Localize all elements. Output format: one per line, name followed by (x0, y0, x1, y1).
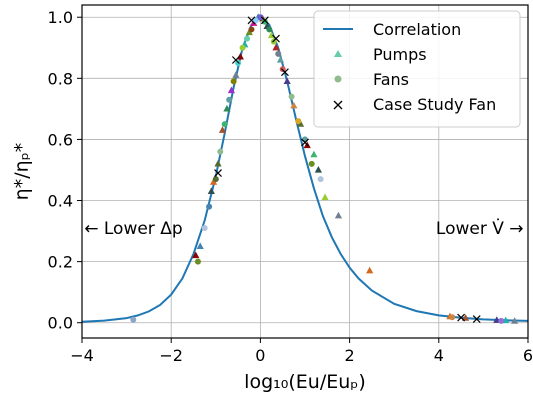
pump-point (314, 165, 322, 173)
pump-point (283, 77, 291, 84)
case-study-point (281, 68, 289, 77)
annotation-lower-v: Lower V̇ → (436, 218, 524, 239)
pump-point (366, 266, 374, 274)
legend-fans-label: Fans (373, 70, 409, 89)
y-tick-label: 0.4 (48, 192, 73, 211)
x-tick-label: 4 (434, 346, 444, 365)
fan-point (239, 44, 246, 51)
pump-point (321, 193, 329, 201)
pump-point (232, 71, 240, 78)
pump-point (227, 86, 236, 94)
pump-point (276, 55, 285, 63)
fan-point (252, 17, 259, 24)
pump-point (290, 101, 298, 109)
fan-point (261, 18, 268, 25)
tick-labels: −4 −2 0 2 4 6 0.0 0.2 0.4 0.6 0.8 1.0 (48, 8, 533, 365)
x-axis-label: log₁₀(Eu/Euₚ) (244, 371, 366, 393)
legend-fans-swatch (334, 75, 342, 83)
y-tick-label: 0.2 (48, 253, 73, 272)
case-study-point (457, 313, 466, 322)
x-tick-label: −2 (159, 346, 183, 365)
fan-point (130, 316, 137, 323)
pump-point (334, 211, 343, 219)
x-tick-label: −4 (70, 346, 94, 365)
case-study-point (272, 34, 280, 43)
fan-point (317, 176, 324, 183)
legend-pumps-label: Pumps (373, 45, 427, 64)
pump-point (272, 43, 280, 51)
fan-point (248, 26, 255, 33)
axes-frame (81, 4, 529, 339)
fan-point (257, 14, 264, 21)
y-tick-label: 1.0 (48, 8, 73, 27)
pump-point (214, 159, 222, 167)
annotation-lower-dp: ← Lower Δp (84, 219, 182, 239)
legend-pumps-swatch (334, 50, 342, 57)
fan-point (449, 314, 456, 321)
case-study-point (247, 16, 256, 25)
pump-point (310, 150, 318, 158)
y-tick-label: 0.0 (48, 314, 73, 333)
fan-point (201, 225, 208, 232)
fan-point (217, 148, 224, 155)
legend-case-study-swatch (333, 100, 343, 110)
pump-point (461, 314, 470, 321)
pump-point (196, 242, 204, 249)
plot-area (81, 13, 529, 324)
pump-point (209, 178, 218, 185)
pump-point (511, 317, 519, 324)
case-study-point (260, 16, 269, 25)
pump-point (207, 187, 215, 194)
legend: Correlation Pumps Fans Case Study Fan (313, 10, 521, 128)
case-study-point (214, 169, 222, 177)
fan-point (302, 136, 308, 143)
fan-point (212, 176, 219, 183)
y-axis-label: η*/ηₚ* (11, 143, 33, 201)
case-study-point (231, 56, 240, 64)
y-tick-label: 0.8 (48, 69, 73, 88)
fan-point (308, 160, 315, 167)
fan-point (275, 50, 282, 57)
fan-point (194, 258, 201, 265)
fan-point (288, 93, 295, 100)
legend-case-study-label: Case Study Fan (373, 95, 496, 114)
y-tick-label: 0.6 (48, 130, 73, 149)
fan-point (295, 118, 302, 125)
legend-correlation-label: Correlation (373, 20, 461, 39)
pump-point (245, 28, 253, 36)
case-study-point (301, 138, 309, 147)
pump-point (223, 104, 231, 112)
fan-point (244, 35, 251, 42)
pump-point (296, 120, 305, 127)
fan-point (226, 96, 233, 103)
fan-point (498, 317, 505, 324)
x-tick-label: 2 (345, 346, 355, 365)
legend-box (313, 10, 521, 128)
fan-point (266, 26, 273, 33)
fan-point (221, 121, 228, 128)
x-tick-label: 6 (523, 346, 533, 365)
pump-point (218, 126, 227, 133)
fan-point (230, 78, 237, 85)
x-tick-label: 0 (255, 346, 265, 365)
ticks (77, 16, 529, 343)
case-study-point (472, 315, 481, 323)
fan-point (206, 203, 213, 210)
pump-point (192, 251, 200, 259)
data-markers (130, 13, 519, 324)
